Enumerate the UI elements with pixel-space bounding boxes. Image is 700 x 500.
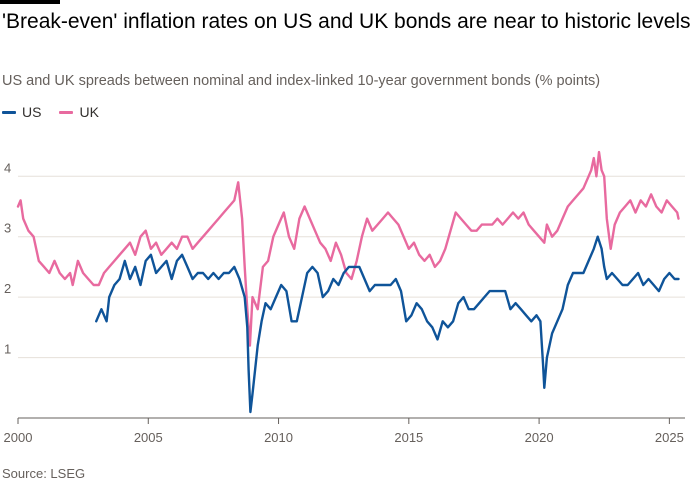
brand-bar bbox=[0, 0, 60, 4]
x-tick-label-2020: 2020 bbox=[525, 430, 554, 445]
series-line-uk bbox=[16, 150, 680, 347]
legend-swatch-uk bbox=[59, 110, 74, 114]
y-tick-label-3: 3 bbox=[4, 221, 11, 236]
x-tick-label-2010: 2010 bbox=[264, 430, 293, 445]
chart-subtitle: US and UK spreads between nominal and in… bbox=[2, 73, 601, 89]
series-line-us bbox=[95, 235, 680, 414]
y-tick-label-4: 4 bbox=[4, 160, 11, 175]
y-axis-ticks: 1 2 3 4 bbox=[4, 160, 11, 356]
y-tick-label-1: 1 bbox=[4, 342, 11, 357]
x-tick-label-2025: 2025 bbox=[655, 430, 684, 445]
legend-label-us: US bbox=[22, 104, 42, 120]
x-axis-ticks: 2000 2005 2010 2015 2020 2025 bbox=[4, 418, 684, 445]
x-tick-label-2005: 2005 bbox=[134, 430, 163, 445]
legend-item-uk: UK bbox=[59, 104, 99, 120]
grid-lines bbox=[18, 175, 685, 419]
legend-swatch-us bbox=[2, 110, 16, 114]
chart-title: 'Break-even' inflation rates on US and U… bbox=[2, 10, 691, 33]
legend: US UK bbox=[2, 104, 99, 120]
y-tick-label-2: 2 bbox=[4, 281, 11, 296]
series-lines bbox=[16, 150, 680, 414]
legend-label-uk: UK bbox=[79, 104, 99, 120]
x-tick-label-2015: 2015 bbox=[394, 430, 423, 445]
legend-item-us: US bbox=[2, 104, 41, 120]
source-note: Source: LSEG bbox=[2, 466, 86, 481]
x-tick-label-2000: 2000 bbox=[4, 430, 33, 445]
